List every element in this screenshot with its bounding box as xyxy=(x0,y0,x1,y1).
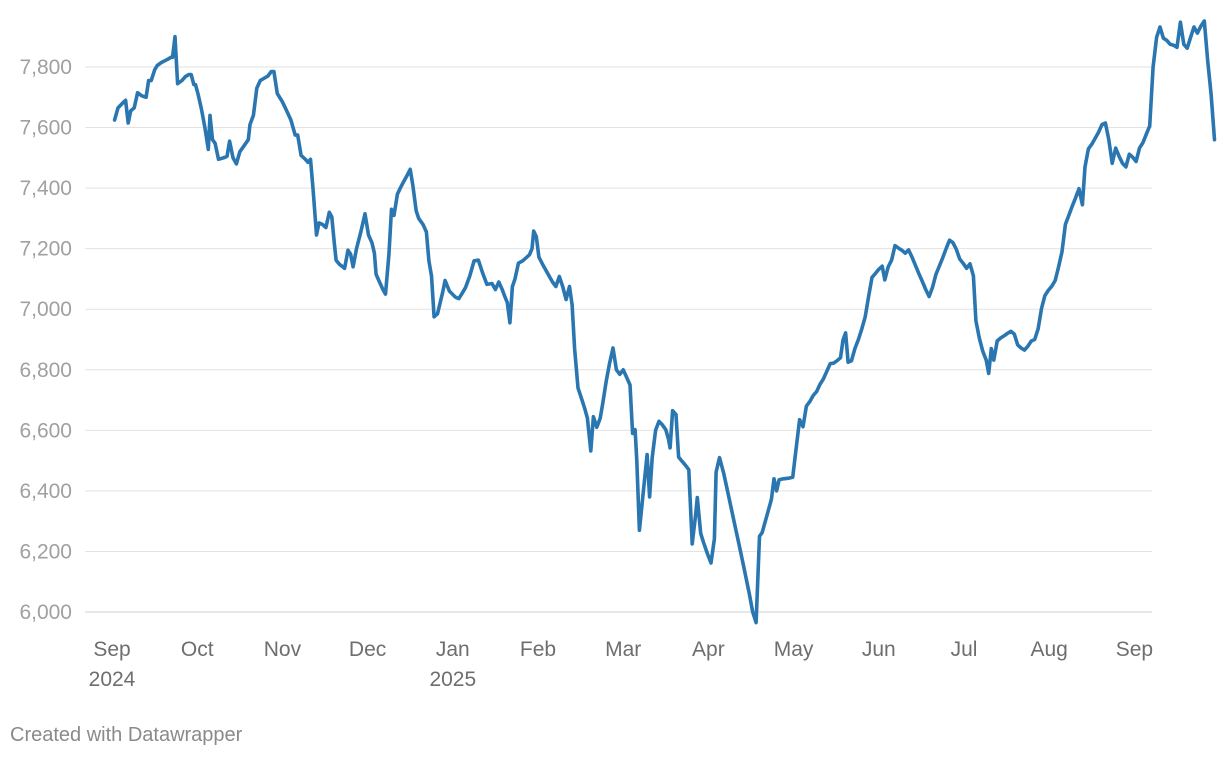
x-tick-label: Jun xyxy=(862,638,896,661)
series-line-ihsg xyxy=(112,19,1217,625)
x-tick-label: Aug xyxy=(1031,638,1068,661)
y-tick-label: 7,000 xyxy=(19,298,72,321)
y-tick-label: 6,800 xyxy=(19,359,72,382)
x-tick-label: May xyxy=(774,638,814,661)
line-chart: 6,000 6,200 6,400 6,600 6,800 7,000 7,200 7,400… xyxy=(19,19,1217,691)
x-tick-label: Jan xyxy=(436,638,470,661)
x-tick-label: Sep xyxy=(1116,638,1153,661)
x-tick-label: Sep xyxy=(93,638,130,661)
x-tick-label: Jul xyxy=(951,638,978,661)
x-axis-ticks: Sep 2024 Oct Nov Dec Jan 2025 Feb Mar Apr May Jun Ju… xyxy=(89,638,1153,691)
y-tick-label: 6,000 xyxy=(19,601,72,624)
x-tick-label: Dec xyxy=(349,638,386,661)
x-tick-year-label: 2024 xyxy=(89,668,136,691)
x-tick-label: Nov xyxy=(264,638,302,661)
y-tick-label: 6,400 xyxy=(19,480,72,503)
footer-credit: Created with Datawrapper xyxy=(10,724,243,746)
y-tick-label: 7,600 xyxy=(19,117,72,140)
series-layer: IHSG xyxy=(112,19,1217,625)
x-tick-label: Apr xyxy=(692,638,725,661)
y-tick-label: 7,200 xyxy=(19,238,72,261)
y-tick-label: 6,200 xyxy=(19,540,72,563)
x-tick-label: Feb xyxy=(520,638,556,661)
gridlines xyxy=(85,66,1152,613)
x-tick-label: Mar xyxy=(605,638,641,661)
x-tick-label: Oct xyxy=(181,638,214,661)
y-axis-ticks: 6,000 6,200 6,400 6,600 6,800 7,000 7,200 7,400… xyxy=(19,56,72,624)
y-tick-label: 7,800 xyxy=(19,56,72,79)
x-tick-year-label: 2025 xyxy=(429,668,476,691)
y-tick-label: 6,600 xyxy=(19,419,72,442)
y-tick-label: 7,400 xyxy=(19,177,72,200)
